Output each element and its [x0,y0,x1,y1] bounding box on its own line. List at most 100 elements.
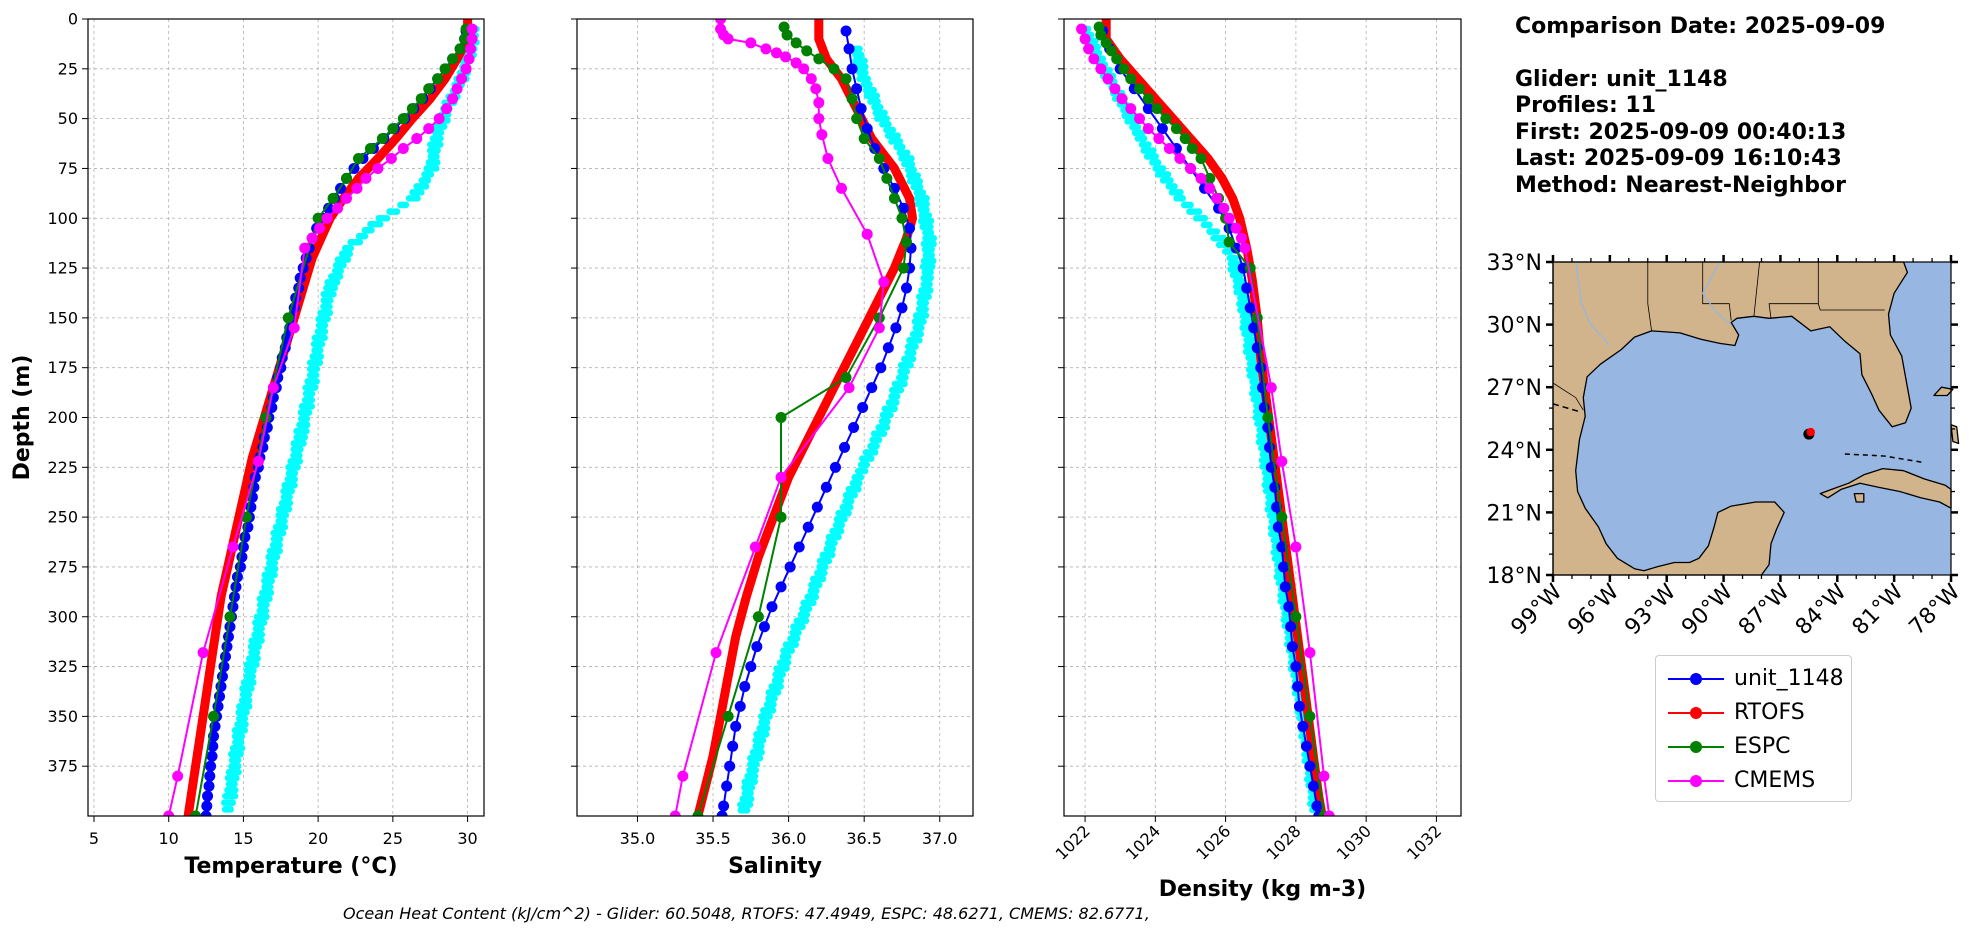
glider-profile-point [296,452,303,459]
glider-profile-point [241,715,249,722]
lon-tick-label: 81°W [1848,579,1909,640]
series-point-espc [312,212,324,224]
series-point-cmems [466,23,478,35]
glider-profile-point [881,109,888,117]
glider-profile-point [318,340,326,348]
glider-profile-point [424,177,432,184]
series-point-espc [897,262,909,274]
glider-profile-point [1099,55,1107,63]
state-border [1817,303,1885,311]
series-point-unit_1148 [221,641,233,653]
glider-profile-point [1187,201,1194,209]
glider-profile-point [253,661,260,668]
series-point-cmems [1304,647,1316,659]
series-point-cmems [1184,162,1196,174]
series-point-espc [208,710,220,722]
series-point-cmems [1218,202,1230,214]
glider-profile-point [241,727,248,734]
glider-profile-point [873,92,881,100]
glider-profile-point [361,232,369,240]
glider-profile-point [234,756,242,764]
series-point-unit_1148 [205,760,217,772]
glider-profile-point [1195,208,1203,215]
legend-label: unit_1148 [1734,666,1844,691]
x-tick-label: 1032 [1403,821,1445,863]
series-point-cmems [172,770,184,782]
state-border [1702,262,1732,321]
river [1575,261,1611,346]
glider-profile-point [1238,277,1245,285]
glider-profile-point [861,467,869,475]
glider-profile-point [930,234,938,242]
series-point-espc [327,192,339,204]
series-point-unit_1148 [793,541,805,553]
series-point-unit_1148 [1244,302,1256,314]
glider-profile-point [294,464,301,471]
y-tick-label: 325 [47,657,78,676]
glider-profile-point [281,517,288,525]
glider-profile-point [861,57,868,65]
series-point-unit_1148 [200,810,212,816]
glider-profile-point [857,51,865,59]
series-point-cmems [1204,182,1216,194]
series-point-unit_1148 [239,531,251,543]
series-point-unit_1148 [716,810,728,816]
first-time: First: 2025-09-09 00:40:13 [1515,119,1847,145]
series-point-cmems [861,228,873,240]
glider-profile-point [871,449,879,456]
lat-tick-label: 30°N [1487,314,1542,339]
glider-profile-point [245,703,253,710]
y-tick-label: 375 [47,757,78,776]
series-point-espc [813,53,825,65]
glider-profile-point [927,223,934,231]
series-group [1076,19,1335,816]
glider-profile-point [854,485,862,493]
series-point-cmems [810,83,822,95]
series-point-cmems [351,182,363,194]
series-point-cmems [677,770,689,782]
series-point-unit_1148 [802,521,814,533]
series-point-cmems [813,113,825,125]
glider-profile-point [266,595,273,603]
glider-profile-point [846,503,854,511]
series-point-espc [790,37,802,49]
series-point-unit_1148 [1241,282,1253,294]
glider-profile-point [828,551,836,559]
series-line-espc [194,28,468,816]
glider-profile-point [863,461,871,469]
lon-tick-label: 87°W [1734,579,1795,640]
series-point-unit_1148 [230,581,242,593]
x-tick-label: 36.0 [771,829,807,848]
legend: unit_1148 RTOFS ESPC CMEMS [1655,655,1852,802]
series-point-espc [1204,172,1216,184]
series-point-unit_1148 [784,561,796,573]
series-point-cmems [372,162,384,174]
series-point-unit_1148 [1283,601,1295,613]
glider-profile-point [926,280,933,288]
series-point-cmems [710,647,722,659]
maritime-boundary [1844,453,1923,464]
series-point-espc [415,93,427,105]
glider-profile-point [417,189,425,196]
glider-profile-point [880,430,888,437]
lat-tick-label: 21°N [1487,501,1542,526]
series-point-unit_1148 [1290,661,1302,673]
x-tick-label: 1022 [1052,821,1094,863]
glider-profile-point [894,132,901,140]
glider-profile-point [316,359,324,367]
series-point-cmems [1265,382,1277,394]
series-point-espc [1151,103,1163,115]
glider-profile-point [896,138,904,145]
glider-profile-point [751,778,758,786]
glider-profile-point [321,328,329,335]
glider-profile-point [317,353,325,360]
glider-profile-point [928,251,936,259]
glider-profile-point [308,390,316,398]
series-point-espc [1186,143,1198,155]
state-border [1753,261,1760,317]
lon-tick-label: 78°W [1905,579,1966,640]
x-tick-label: 1030 [1333,821,1375,863]
series-point-cmems [447,93,459,105]
glider-profile-point [303,427,310,435]
glider-profile-point [892,399,900,406]
